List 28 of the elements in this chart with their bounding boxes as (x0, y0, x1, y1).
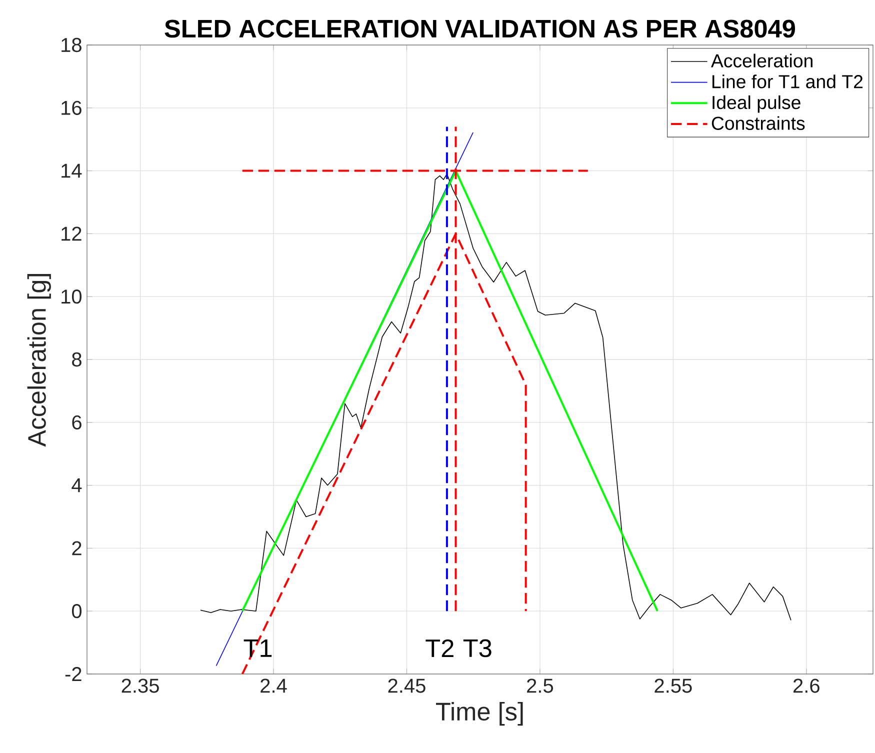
y-tick-label: 12 (62, 226, 82, 241)
x-tick-label: 2.55 (654, 678, 692, 693)
y-tick-label: 2 (72, 541, 82, 556)
y-tick-label: 16 (62, 100, 82, 115)
y-tick-label: 18 (62, 38, 82, 52)
y-tick-label: 4 (72, 478, 82, 492)
line-series (200, 174, 792, 621)
legend-label: Acceleration (710, 54, 812, 68)
x-tick-label: 2.45 (388, 678, 426, 693)
y-tick-label: 8 (72, 352, 82, 367)
y-tick-label: 6 (72, 415, 82, 430)
x-tick-label: 2.5 (527, 678, 554, 693)
annotation: T2 (426, 639, 454, 658)
legend-label: Line for T1 and T2 (712, 74, 863, 88)
legend-label: Ideal pulse (712, 95, 800, 113)
x-tick-label: 2.4 (260, 678, 287, 693)
y-tick-label: 0 (72, 604, 82, 618)
annotation: T1 (244, 639, 272, 657)
x-axis-title: Time [s] (436, 702, 523, 726)
y-tick-label: 14 (62, 164, 82, 178)
chart-title: SLED ACCELERATION VALIDATION AS PER AS8049 (164, 20, 796, 38)
legend-label: Constraints (712, 116, 805, 130)
y-tick-label: -2 (65, 667, 82, 681)
y-axis-title: Acceleration [g] (27, 274, 51, 447)
annotation: T3 (463, 639, 492, 658)
x-tick-label: 2.35 (122, 678, 159, 693)
x-tick-label: 2.6 (794, 678, 820, 693)
y-tick-label: 10 (62, 290, 82, 304)
